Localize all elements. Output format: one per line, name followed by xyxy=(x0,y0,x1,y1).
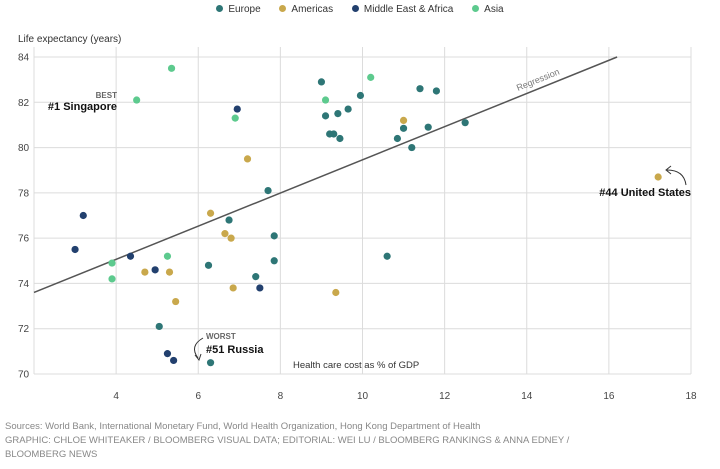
data-point-americas-10 xyxy=(654,173,662,181)
x-tick-label-14: 14 xyxy=(521,391,533,402)
data-point-middle-east-africa-2 xyxy=(126,252,135,260)
chart-legend: Europe Americas Middle East & Africa Asi… xyxy=(0,4,720,15)
annotation-united-states-arrow xyxy=(666,169,687,186)
data-point-americas-2 xyxy=(206,209,215,217)
legend-swatch-europe xyxy=(216,5,224,12)
annotation-russia-arrowhead xyxy=(194,353,202,362)
data-point-europe-10 xyxy=(408,143,416,152)
data-point-europe-9 xyxy=(399,124,408,132)
data-point-middle-east-africa-7 xyxy=(170,356,178,365)
data-point-europe-21 xyxy=(155,322,163,331)
y-tick-label-70: 70 xyxy=(18,370,30,381)
legend-label-europe: Europe xyxy=(228,4,261,15)
x-axis-label: Health care cost as % of GDP xyxy=(293,360,419,371)
y-tick-label-72: 72 xyxy=(18,324,30,335)
annotation-united-states-label: #44 United States xyxy=(599,187,691,199)
data-point-europe-8 xyxy=(393,134,402,143)
data-point-americas-9 xyxy=(332,288,340,297)
data-point-europe-18 xyxy=(270,257,278,265)
data-point-americas-3 xyxy=(221,230,229,238)
data-point-americas-1 xyxy=(243,155,252,163)
x-tick-label-12: 12 xyxy=(439,391,451,402)
annotation-worst-label: WORST xyxy=(206,332,236,341)
data-point-middle-east-africa-4 xyxy=(233,105,241,113)
data-point-europe-5 xyxy=(336,134,344,143)
legend-label-middle-east-africa: Middle East & Africa xyxy=(363,4,454,15)
y-tick-label-74: 74 xyxy=(18,279,30,290)
data-point-americas-6 xyxy=(165,268,174,276)
data-point-asia-1 xyxy=(133,96,141,104)
data-point-americas-4 xyxy=(227,234,235,242)
data-point-middle-east-africa-3 xyxy=(151,266,159,274)
legend-item-asia: Asia xyxy=(472,4,504,15)
legend-item-europe: Europe xyxy=(216,4,261,15)
legend-label-americas: Americas xyxy=(291,4,334,15)
data-point-europe-17 xyxy=(270,232,278,240)
data-point-asia-2 xyxy=(367,73,375,81)
legend-item-americas: Americas xyxy=(279,4,333,15)
x-tick-label-18: 18 xyxy=(685,391,697,402)
legend-item-middle-east-africa: Middle East & Africa xyxy=(351,4,454,15)
data-point-europe-12 xyxy=(424,123,432,131)
data-point-europe-11 xyxy=(416,85,424,93)
annotation-singapore-label: #1 Singapore xyxy=(48,101,117,113)
data-point-europe-20 xyxy=(204,261,213,269)
data-point-americas-8 xyxy=(229,284,237,292)
data-point-europe-6 xyxy=(344,105,352,113)
data-point-europe-23 xyxy=(206,359,215,367)
x-tick-label-10: 10 xyxy=(357,391,369,402)
data-point-europe-16 xyxy=(225,216,233,224)
legend-swatch-middle-east-africa xyxy=(351,5,359,12)
source-line-1: Sources: World Bank, International Monet… xyxy=(5,421,481,432)
source-line-2: GRAPHIC: CHLOE WHITEAKER / BLOOMBERG VIS… xyxy=(5,435,570,446)
x-tick-label-8: 8 xyxy=(278,391,284,402)
legend-swatch-americas xyxy=(279,5,287,12)
annotation-best-label: BEST xyxy=(96,91,117,100)
y-tick-label-82: 82 xyxy=(18,98,30,109)
y-tick-label-80: 80 xyxy=(18,143,30,154)
data-point-middle-east-africa-0 xyxy=(79,211,87,220)
data-point-europe-4 xyxy=(334,110,342,118)
data-point-europe-7 xyxy=(356,91,365,100)
data-point-asia-0 xyxy=(167,64,176,72)
data-point-europe-14 xyxy=(461,119,469,127)
legend-label-asia: Asia xyxy=(484,4,504,15)
data-point-americas-0 xyxy=(399,116,408,124)
data-point-europe-3 xyxy=(330,130,338,138)
data-point-asia-6 xyxy=(108,275,116,283)
data-point-europe-15 xyxy=(264,186,272,195)
annotation-united-states-arrowhead xyxy=(665,165,672,175)
source-line-3: BLOOMBERG NEWS xyxy=(5,449,98,460)
data-point-asia-5 xyxy=(108,259,116,267)
data-point-middle-east-africa-5 xyxy=(256,284,264,292)
x-tick-label-16: 16 xyxy=(603,391,615,402)
y-tick-label-84: 84 xyxy=(18,53,30,64)
data-point-americas-7 xyxy=(172,297,180,306)
data-point-americas-5 xyxy=(141,268,149,276)
data-point-asia-3 xyxy=(321,96,330,104)
data-point-europe-22 xyxy=(383,252,391,260)
y-axis-label: Life expectancy (years) xyxy=(18,34,121,45)
data-point-europe-1 xyxy=(321,112,330,120)
data-point-middle-east-africa-1 xyxy=(71,245,79,254)
data-point-asia-4 xyxy=(231,114,239,122)
data-point-europe-19 xyxy=(252,273,260,281)
annotation-russia-arrow xyxy=(193,337,204,359)
data-point-middle-east-africa-6 xyxy=(163,350,172,358)
annotation-russia-label: #51 Russia xyxy=(206,344,264,356)
data-point-asia-7 xyxy=(163,252,172,260)
x-tick-label-4: 4 xyxy=(113,391,119,402)
x-tick-label-6: 6 xyxy=(195,391,201,402)
data-point-europe-13 xyxy=(432,87,441,95)
data-point-europe-0 xyxy=(317,78,326,86)
legend-swatch-asia xyxy=(472,5,480,12)
y-tick-label-76: 76 xyxy=(18,234,30,245)
y-tick-label-78: 78 xyxy=(18,188,30,199)
